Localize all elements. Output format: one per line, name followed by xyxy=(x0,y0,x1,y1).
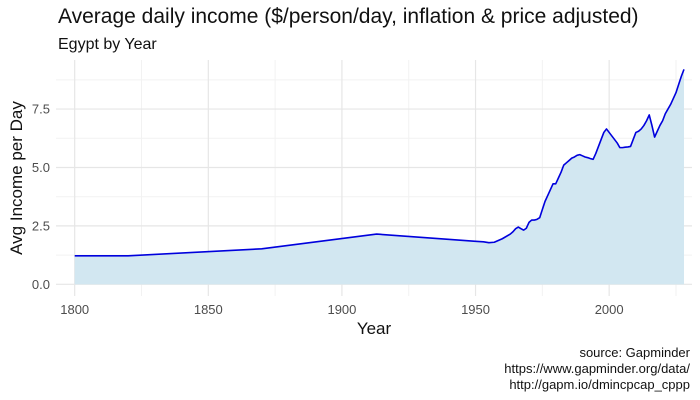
x-tick-label: 1900 xyxy=(327,302,356,317)
chart-title: Average daily income ($/person/day, infl… xyxy=(58,5,639,28)
caption-url-data: https://www.gapminder.org/data/ xyxy=(504,361,690,376)
income-area xyxy=(74,69,684,285)
y-axis-ticks: 0.0 2.5 5.0 7.5 xyxy=(32,102,50,292)
caption-source: source: Gapminder xyxy=(579,345,690,360)
source-caption: source: Gapminder https://www.gapminder.… xyxy=(504,345,690,393)
y-tick-label: 0.0 xyxy=(32,277,50,292)
income-line xyxy=(74,69,685,257)
y-tick-label: 5.0 xyxy=(32,160,50,175)
y-axis-title: Avg Income per Day xyxy=(7,101,26,255)
x-tick-label: 1800 xyxy=(60,302,89,317)
x-axis-title: Year xyxy=(357,319,392,338)
y-tick-label: 7.5 xyxy=(32,102,50,117)
chart-subtitle: Egypt by Year xyxy=(58,36,157,53)
x-tick-label: 1950 xyxy=(461,302,490,317)
x-tick-label: 1850 xyxy=(194,302,223,317)
y-tick-label: 2.5 xyxy=(32,218,50,233)
caption-url-short: http://gapm.io/dmincpcap_cppp xyxy=(509,377,690,392)
x-axis-ticks: 1800 1850 1900 1950 2000 xyxy=(60,302,623,317)
x-tick-label: 2000 xyxy=(595,302,624,317)
